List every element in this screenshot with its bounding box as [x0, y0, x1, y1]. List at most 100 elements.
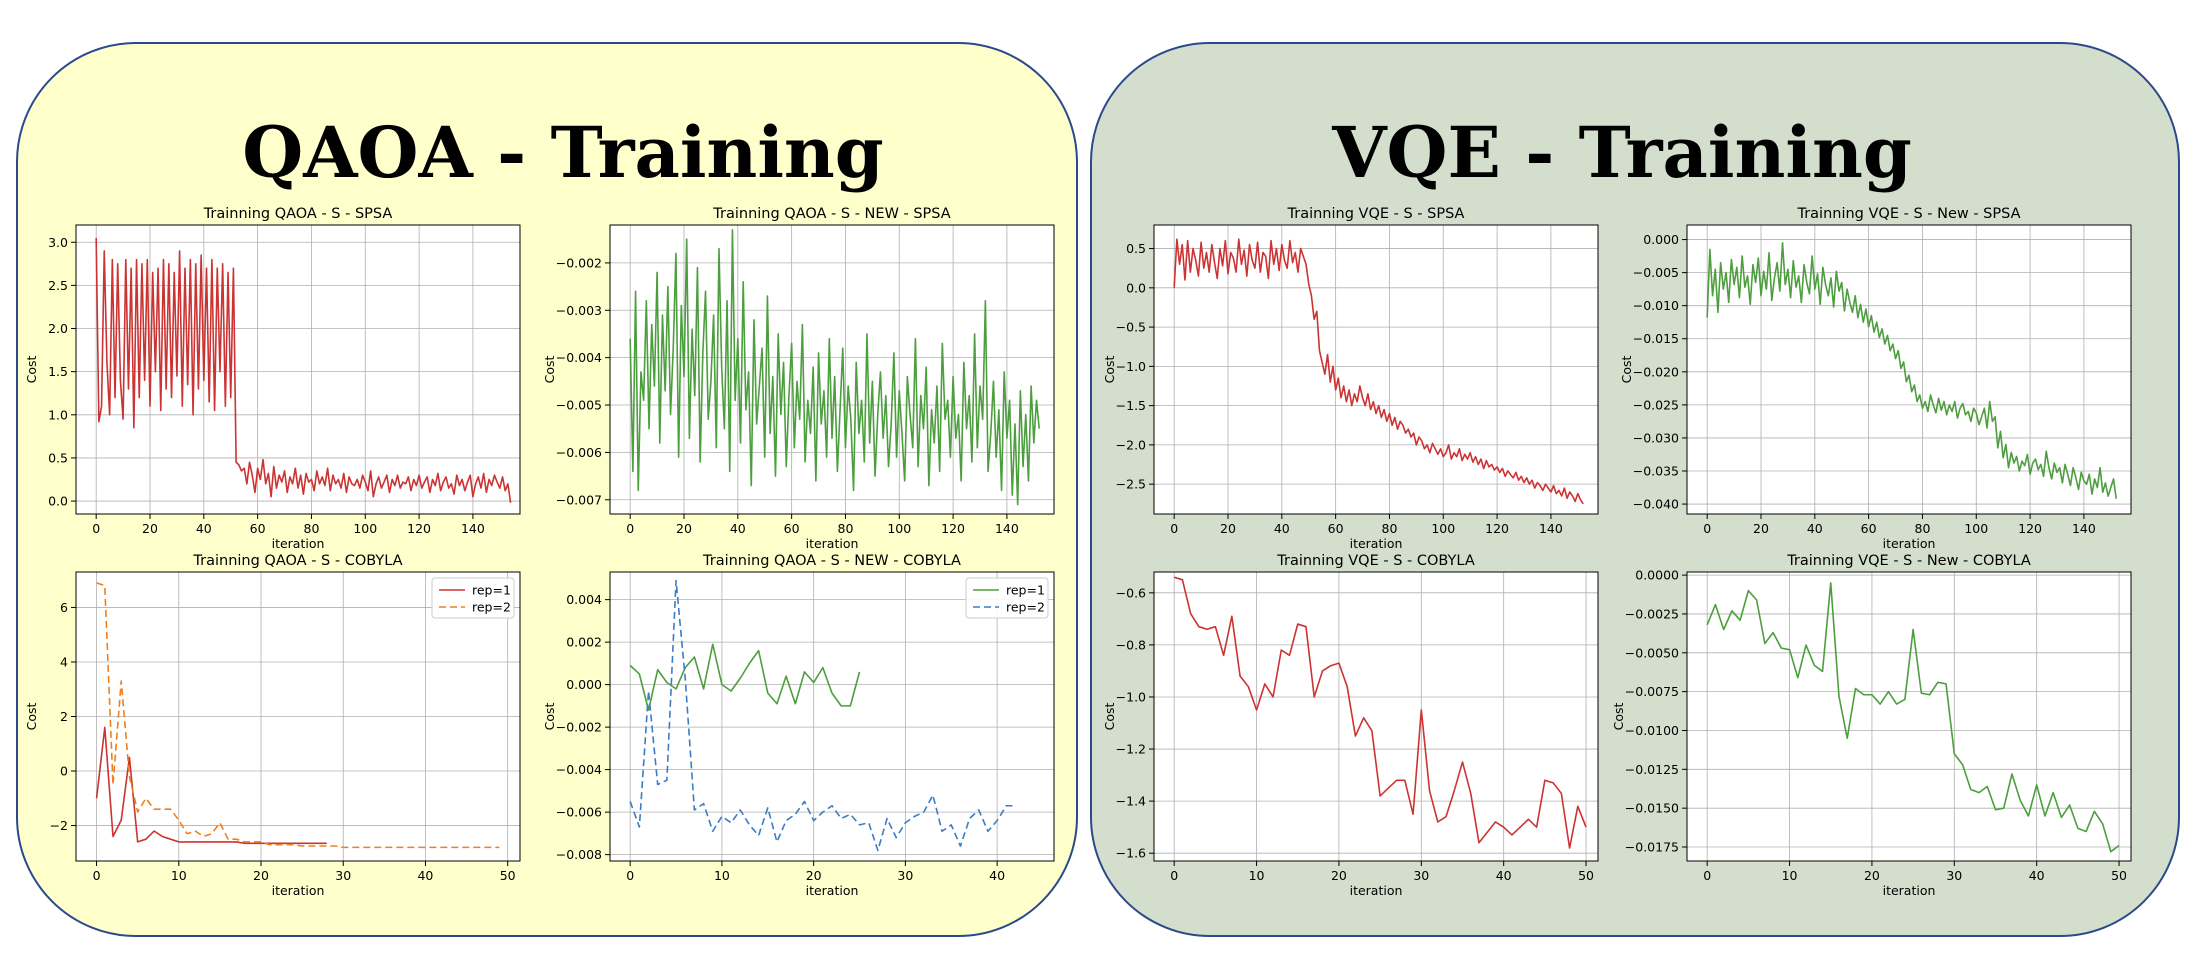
chart-title: Trainning QAOA - S - NEW - SPSA [712, 206, 950, 222]
y-tick-label: −0.025 [1633, 397, 1679, 412]
plot-frame [1153, 224, 1599, 515]
y-axis-label: Cost [24, 703, 39, 731]
plot-frame [609, 224, 1055, 515]
x-tick-label: 0 [93, 868, 101, 883]
x-tick-label: 80 [304, 521, 320, 536]
x-axis-label: iteration [272, 536, 325, 551]
x-tick-label: 30 [335, 868, 351, 883]
y-tick-label: 1.5 [48, 364, 68, 379]
x-tick-label: 10 [171, 868, 187, 883]
y-tick-label: 0.002 [566, 635, 602, 650]
chart-title: Trainning VQE - S - New - SPSA [1796, 206, 2020, 222]
series-line-cost [95, 237, 512, 503]
y-tick-label: −0.005 [556, 398, 602, 413]
x-tick-label: 50 [500, 868, 516, 883]
series-line-rep-2 [96, 582, 500, 849]
y-tick-label: 0.000 [566, 677, 602, 692]
y-tick-label: 6 [60, 600, 68, 615]
x-tick-label: 0 [1703, 521, 1711, 536]
x-tick-label: 100 [887, 521, 911, 536]
y-axis-label: Cost [542, 703, 557, 731]
series-line-cost [1706, 242, 2117, 499]
y-tick-label: −0.020 [1633, 364, 1679, 379]
y-tick-label: −2 [50, 818, 68, 833]
y-tick-label: −1.0 [1116, 359, 1146, 374]
y-axis-label: Cost [1102, 703, 1117, 731]
y-axis-label: Cost [24, 356, 39, 384]
y-axis-label: Cost [1619, 356, 1634, 384]
y-tick-label: −0.6 [1116, 585, 1146, 600]
y-tick-label: −2.5 [1116, 477, 1146, 492]
vqe-panel-title: VQE - Training [1332, 111, 1912, 194]
x-tick-label: 50 [2111, 868, 2127, 883]
y-tick-label: −0.005 [1633, 265, 1679, 280]
y-tick-label: −1.0 [1116, 689, 1146, 704]
y-tick-label: 0.5 [48, 450, 68, 465]
x-tick-label: 10 [1249, 868, 1265, 883]
x-tick-label: 40 [730, 521, 746, 536]
y-tick-label: −0.002 [556, 720, 602, 735]
y-tick-label: −0.003 [556, 303, 602, 318]
y-tick-label: −0.5 [1116, 320, 1146, 335]
y-tick-label: 0.0000 [1635, 568, 1679, 583]
x-axis-label: iteration [806, 883, 859, 898]
x-tick-label: 50 [1578, 868, 1594, 883]
y-tick-label: −0.0150 [1625, 801, 1679, 816]
x-tick-label: 60 [1328, 521, 1344, 536]
y-axis-label: Cost [1611, 703, 1626, 731]
qaoa-panel-title: QAOA - Training [242, 111, 884, 194]
y-tick-label: −1.2 [1116, 742, 1146, 757]
x-tick-label: 120 [2018, 521, 2042, 536]
y-tick-label: −0.006 [556, 805, 602, 820]
x-tick-label: 30 [897, 868, 913, 883]
x-tick-label: 0 [626, 521, 634, 536]
y-tick-label: −1.5 [1116, 398, 1146, 413]
x-axis-label: iteration [806, 536, 859, 551]
chart-title: Trainning QAOA - S - COBYLA [192, 553, 402, 569]
plot-area [1687, 572, 2131, 861]
legend-box [965, 577, 1049, 619]
y-tick-label: −0.0075 [1625, 684, 1679, 699]
y-tick-label: 0.004 [566, 592, 602, 607]
x-tick-label: 140 [2072, 521, 2096, 536]
y-tick-label: −1.4 [1116, 794, 1146, 809]
series-line-cost [1173, 576, 1587, 849]
y-tick-label: 0.000 [1643, 232, 1679, 247]
x-tick-label: 30 [1413, 868, 1429, 883]
x-tick-label: 40 [1807, 521, 1823, 536]
x-tick-label: 100 [1964, 521, 1988, 536]
y-tick-label: −0.004 [556, 350, 602, 365]
y-tick-label: −0.008 [556, 847, 602, 862]
x-tick-label: 0 [1170, 521, 1178, 536]
chart-title: Trainning VQE - S - New - COBYLA [1786, 553, 2031, 569]
y-tick-label: 2 [60, 709, 68, 724]
x-axis-label: iteration [1350, 883, 1403, 898]
y-tick-label: −0.004 [556, 762, 602, 777]
x-tick-label: 20 [253, 868, 269, 883]
x-axis-label: iteration [1883, 536, 1936, 551]
x-tick-label: 120 [941, 521, 965, 536]
x-tick-label: 60 [1861, 521, 1877, 536]
x-tick-label: 20 [676, 521, 692, 536]
x-tick-label: 30 [1946, 868, 1962, 883]
x-axis-label: iteration [1883, 883, 1936, 898]
legend-label: rep=1 [472, 583, 511, 598]
y-tick-label: −0.035 [1633, 464, 1679, 479]
y-tick-label: −0.0125 [1625, 762, 1679, 777]
x-axis-label: iteration [1350, 536, 1403, 551]
x-tick-label: 0 [626, 868, 634, 883]
x-tick-label: 40 [989, 868, 1005, 883]
x-tick-label: 10 [714, 868, 730, 883]
x-tick-label: 80 [1915, 521, 1931, 536]
y-tick-label: −0.002 [556, 255, 602, 270]
legend-label: rep=1 [1006, 583, 1045, 598]
y-tick-label: −0.030 [1633, 430, 1679, 445]
x-axis-label: iteration [272, 883, 325, 898]
x-tick-label: 40 [2029, 868, 2045, 883]
x-tick-label: 20 [806, 868, 822, 883]
plot-frame [75, 224, 521, 515]
